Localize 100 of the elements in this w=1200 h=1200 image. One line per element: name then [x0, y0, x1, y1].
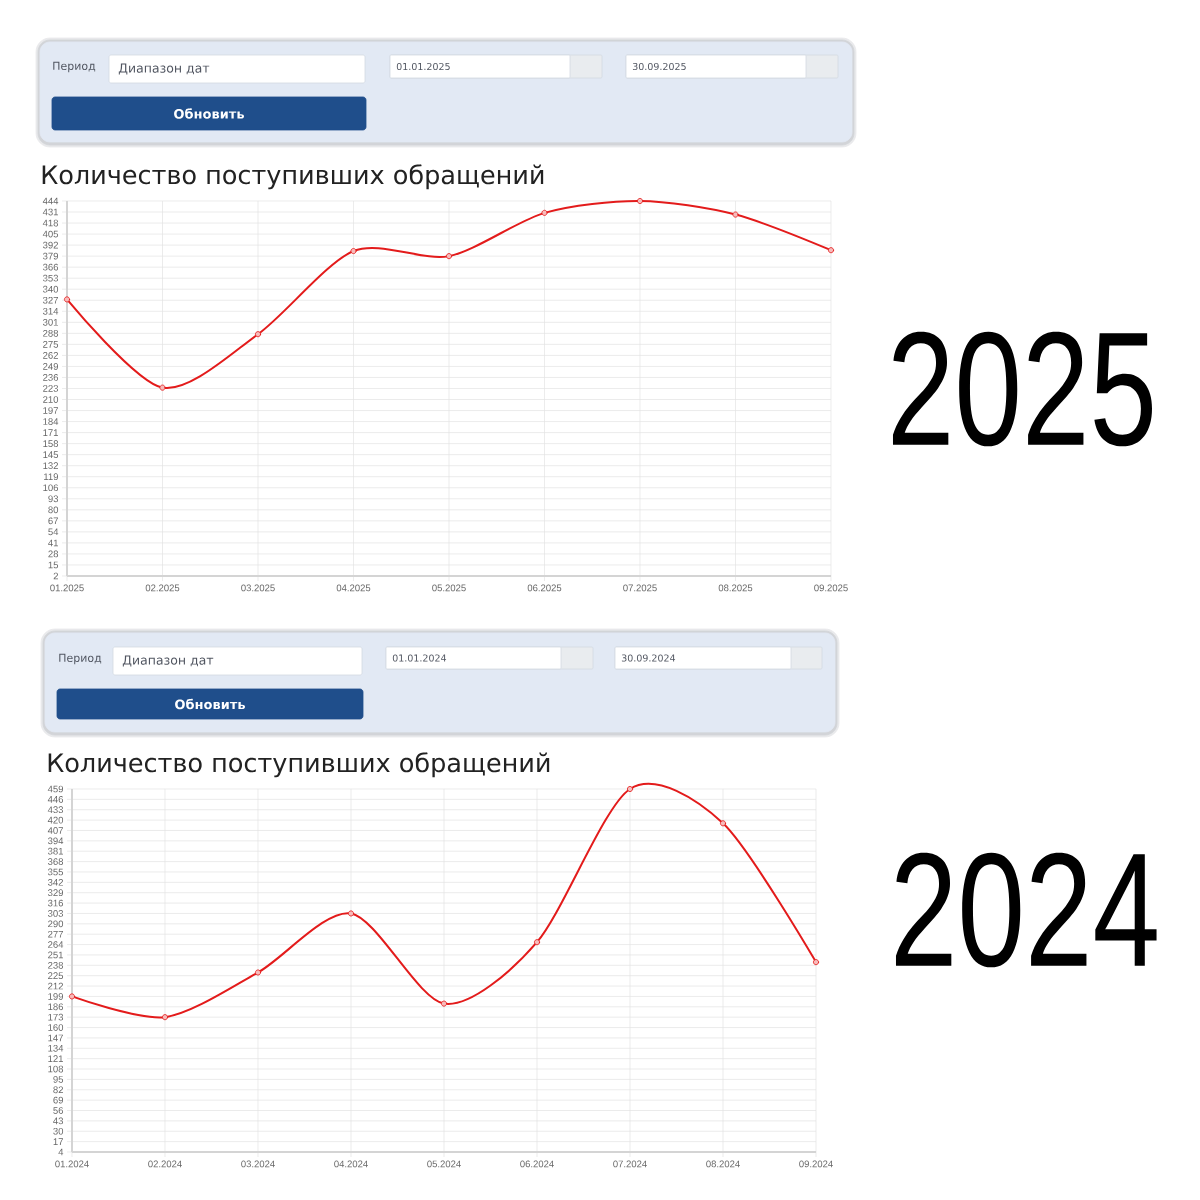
y-tick-label: 238 — [48, 961, 64, 969]
y-tick-label: 353 — [42, 274, 59, 282]
y-tick-label: 262 — [43, 352, 58, 359]
y-tick-label: 355 — [47, 868, 64, 876]
point — [162, 1014, 168, 1021]
y-tick-label: 108 — [48, 1065, 64, 1073]
y-tick-label: 56 — [53, 1107, 64, 1114]
y-tick-label: 446 — [47, 796, 64, 803]
y-tick-label: 301 — [42, 318, 58, 326]
y-tick-label: 160 — [48, 1024, 64, 1031]
y-tick-label: 145 — [43, 451, 59, 458]
y-tick-label: 381 — [47, 847, 63, 855]
y-tick-label: 405 — [42, 230, 59, 238]
y-tick-label: 251 — [48, 951, 63, 959]
point — [541, 209, 548, 216]
text: Диапазон дат — [122, 655, 214, 667]
y-tick-label: 420 — [47, 816, 64, 824]
y-tick-label: 43 — [53, 1117, 64, 1125]
y-tick-label: 41 — [48, 539, 58, 547]
x-tick-label: 09.2025 — [814, 584, 848, 592]
x-tick-label: 08.2025 — [718, 584, 753, 592]
point — [255, 969, 261, 976]
y-tick-label: 132 — [43, 462, 58, 470]
y-tick-label: 303 — [47, 910, 64, 917]
y-tick-label: 147 — [48, 1034, 63, 1042]
x-tick-label: 08.2024 — [706, 1160, 740, 1168]
text: 01.01.2024 — [392, 654, 447, 662]
point — [159, 384, 166, 391]
point — [64, 296, 70, 303]
y-tick-label: 28 — [48, 550, 59, 558]
point — [441, 1000, 447, 1007]
x-tick-label: 03.2025 — [241, 584, 275, 592]
y-tick-label: 275 — [43, 341, 59, 348]
y-tick-label: 392 — [42, 241, 58, 249]
y-tick-label: 225 — [48, 972, 64, 980]
text: Обновить — [174, 108, 245, 119]
point — [350, 248, 357, 255]
y-tick-label: 210 — [43, 396, 59, 403]
y-tick-label: 15 — [48, 561, 59, 569]
point — [348, 910, 354, 917]
y-tick-label: 67 — [48, 517, 58, 525]
y-tick-label: 431 — [42, 208, 58, 216]
x-tick-label: 01.2024 — [55, 1160, 89, 1168]
y-tick-label: 264 — [48, 941, 64, 948]
text: Обновить — [175, 698, 246, 710]
y-tick-label: 95 — [53, 1076, 64, 1083]
x-tick-label: 05.2025 — [432, 584, 466, 592]
x-tick-label: 05.2024 — [427, 1160, 461, 1168]
y-tick-label: 327 — [42, 296, 58, 304]
x-tick-label: 01.2025 — [50, 584, 84, 592]
point — [627, 785, 633, 792]
x-tick-label: 02.2024 — [148, 1160, 182, 1168]
text: 30.09.2025 — [632, 62, 686, 71]
x-tick-label: 06.2024 — [520, 1160, 554, 1168]
point — [534, 939, 540, 946]
y-tick-label: 186 — [48, 1003, 64, 1011]
x-tick-label: 09.2024 — [799, 1160, 833, 1168]
x-tick-label: 03.2024 — [241, 1160, 275, 1168]
y-tick-label: 290 — [48, 920, 64, 928]
y-tick-label: 173 — [48, 1013, 64, 1021]
x-tick-label: 02.2025 — [145, 584, 180, 592]
point — [446, 253, 452, 260]
y-tick-label: 17 — [53, 1138, 63, 1145]
x-tick-label: 07.2025 — [623, 584, 657, 592]
point — [828, 247, 834, 254]
text: 01.01.2025 — [396, 62, 450, 71]
point — [732, 211, 739, 218]
chart-title: Количество поступивших обращений — [48, 752, 550, 778]
point — [637, 197, 643, 204]
text: 30.09.2024 — [621, 654, 676, 662]
y-tick-label: 249 — [43, 363, 59, 370]
y-tick-label: 394 — [47, 837, 64, 845]
y-tick-label: 433 — [47, 806, 64, 814]
y-tick-label: 54 — [48, 528, 59, 536]
y-tick-label: 444 — [42, 197, 59, 205]
y-tick-label: 366 — [42, 263, 59, 271]
y-tick-label: 212 — [48, 982, 63, 990]
y-tick-label: 134 — [48, 1044, 64, 1052]
y-tick-label: 340 — [42, 285, 59, 293]
y-tick-label: 184 — [43, 418, 59, 425]
y-tick-label: 121 — [48, 1055, 63, 1062]
chart-title: Количество поступивших обращений — [42, 164, 544, 190]
point — [813, 959, 819, 966]
x-tick-label: 07.2024 — [613, 1160, 647, 1168]
y-tick-label: 197 — [43, 407, 58, 414]
x-tick-label: 04.2024 — [334, 1160, 368, 1168]
y-tick-label: 314 — [42, 307, 59, 315]
x-tick-label: 06.2025 — [527, 584, 562, 592]
y-tick-label: 158 — [43, 440, 59, 447]
y-tick-label: 93 — [48, 495, 59, 503]
y-tick-label: 418 — [42, 219, 59, 227]
y-tick-label: 106 — [43, 484, 59, 492]
point — [69, 993, 75, 1000]
y-tick-label: 119 — [44, 473, 59, 481]
point — [720, 820, 726, 827]
text: Период — [59, 653, 102, 665]
point — [255, 331, 261, 338]
y-tick-label: 171 — [43, 429, 58, 436]
y-tick-label: 2 — [53, 572, 58, 580]
y-tick-label: 459 — [47, 785, 64, 793]
